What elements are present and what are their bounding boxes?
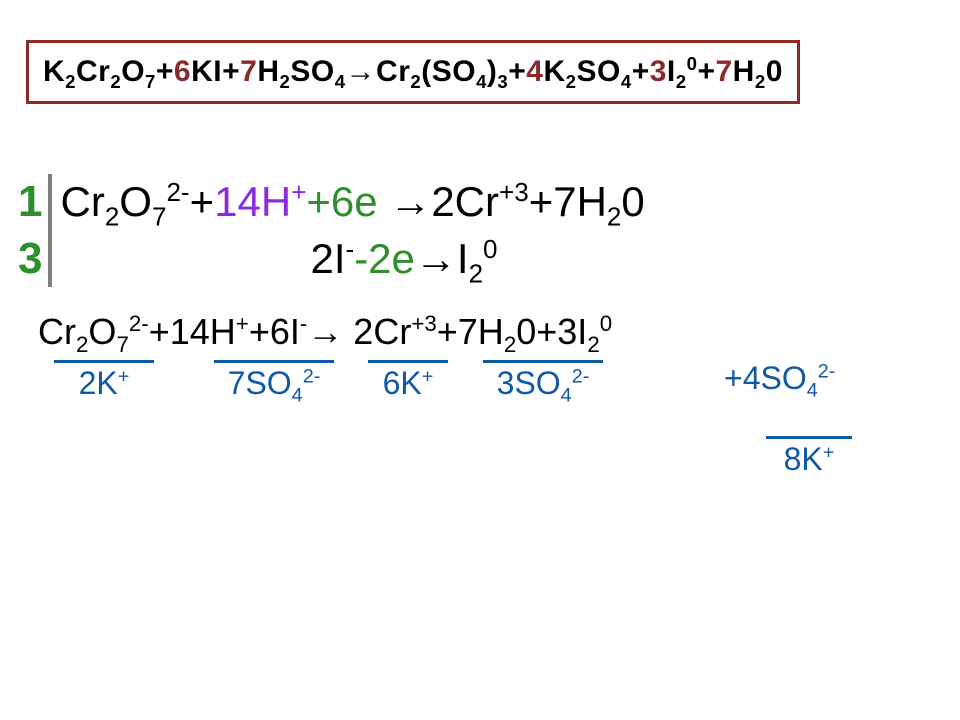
spectator-2k: 2K+ xyxy=(54,360,154,402)
net-ionic-equation: Cr2O72-+14H++6I-→ 2Cr+3+7H20+3I20 xyxy=(38,309,942,356)
spectator-plus4so4: +4SO42- xyxy=(718,360,835,397)
spectator-8k: 8K+ xyxy=(766,436,852,478)
full-equation: K2Cr2O7+6KI+7H2SO4→Cr2(SO4)3+4K2SO4+3I20… xyxy=(43,55,783,89)
spectator-3so4: 3SO42- xyxy=(483,360,603,402)
spectator-7so4: 7SO42- xyxy=(214,360,334,402)
reduction-half: Cr2O72-+14H++6e →2Cr+3+7H20 xyxy=(60,174,644,231)
boxed-equation: K2Cr2O7+6KI+7H2SO4→Cr2(SO4)3+4K2SO4+3I20… xyxy=(26,40,800,104)
half-reactions-block: 1 3 Cr2O72-+14H++6e →2Cr+3+7H20 2I--2e→I… xyxy=(18,174,942,287)
multipliers: 1 3 xyxy=(18,174,48,287)
spectator-row-2: 8K+ xyxy=(18,436,942,478)
vertical-bar xyxy=(48,174,52,287)
mult-oxidation: 3 xyxy=(18,234,42,284)
mult-reduction: 1 xyxy=(18,177,42,227)
spectator-row-1: 2K+ 7SO42- 6K+ 3SO42- +4SO42- xyxy=(18,360,942,430)
oxidation-half: 2I--2e→I20 xyxy=(60,231,644,288)
spectator-6k: 6K+ xyxy=(368,360,448,402)
